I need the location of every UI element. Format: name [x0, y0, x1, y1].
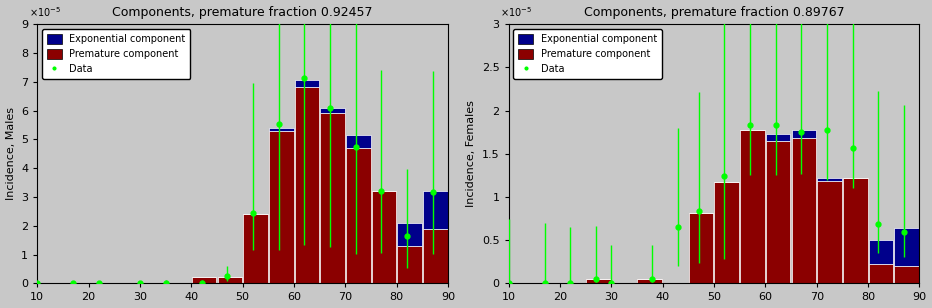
Bar: [791, 130, 816, 138]
Bar: [817, 178, 842, 181]
Bar: [346, 135, 371, 148]
Bar: [423, 191, 447, 229]
Bar: [423, 229, 447, 283]
Y-axis label: Incidence, Males: Incidence, Males: [6, 107, 16, 200]
Bar: [321, 108, 345, 113]
Legend: Exponential component, Premature component, Data: Exponential component, Premature compone…: [514, 29, 662, 79]
Text: $\times 10^{-5}$: $\times 10^{-5}$: [500, 5, 532, 19]
Text: $\times 10^{-5}$: $\times 10^{-5}$: [29, 5, 62, 19]
Bar: [766, 141, 790, 283]
Legend: Exponential component, Premature component, Data: Exponential component, Premature compone…: [42, 29, 190, 79]
Title: Components, premature fraction 0.89767: Components, premature fraction 0.89767: [583, 6, 844, 19]
Bar: [397, 246, 422, 283]
Bar: [894, 266, 919, 283]
Bar: [715, 182, 739, 283]
Bar: [321, 113, 345, 283]
Bar: [791, 138, 816, 283]
Y-axis label: Incidence, Females: Incidence, Females: [466, 100, 476, 207]
Bar: [843, 178, 868, 283]
Bar: [740, 130, 765, 283]
Bar: [192, 277, 216, 283]
Bar: [397, 223, 422, 246]
Bar: [869, 264, 893, 283]
Bar: [217, 277, 242, 283]
Bar: [637, 279, 662, 283]
Bar: [295, 80, 319, 87]
Bar: [586, 279, 610, 283]
Title: Components, premature fraction 0.92457: Components, premature fraction 0.92457: [113, 6, 373, 19]
Bar: [295, 87, 319, 283]
Bar: [268, 128, 294, 131]
Bar: [243, 214, 267, 283]
Bar: [894, 228, 919, 266]
Bar: [817, 181, 842, 283]
Bar: [268, 131, 294, 283]
Bar: [346, 148, 371, 283]
Bar: [766, 134, 790, 141]
Bar: [689, 213, 714, 283]
Bar: [869, 240, 893, 264]
Bar: [372, 191, 396, 283]
